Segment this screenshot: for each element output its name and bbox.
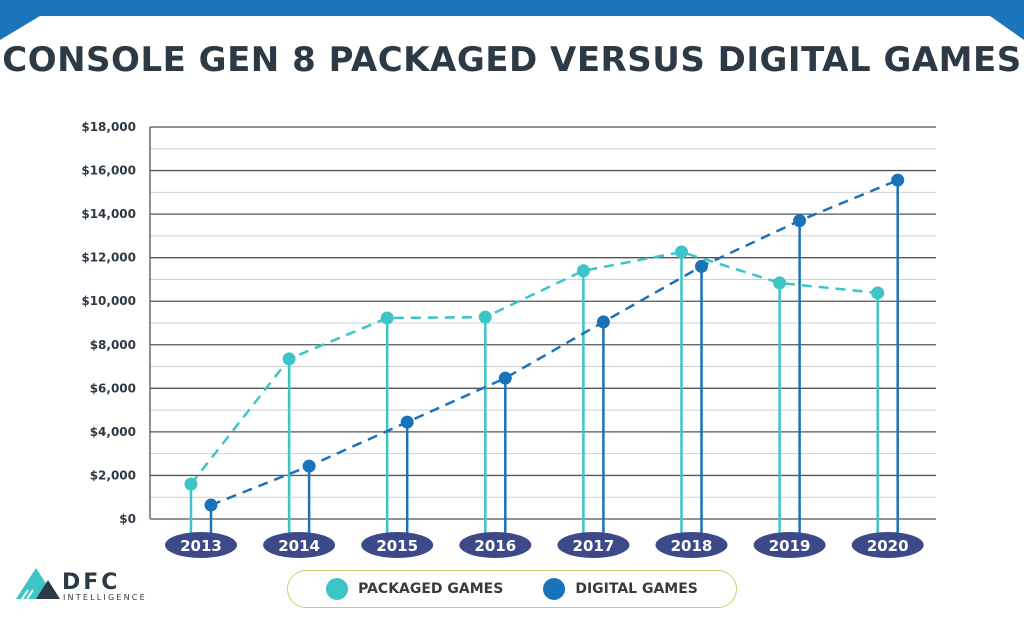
x-tick-label: 2018 xyxy=(671,537,713,555)
legend-item-digital: DIGITAL GAMES xyxy=(543,578,698,600)
svg-text:DFC: DFC xyxy=(62,570,120,595)
data-point xyxy=(891,173,905,187)
x-tick-label: 2015 xyxy=(376,537,418,555)
year-pill xyxy=(557,532,630,558)
data-point xyxy=(576,264,590,278)
chart-title: CONSOLE GEN 8 PACKAGED VERSUS DIGITAL GA… xyxy=(2,40,1022,80)
x-tick-label: 2020 xyxy=(867,537,909,555)
legend-label: DIGITAL GAMES xyxy=(575,581,698,597)
data-point xyxy=(184,477,198,491)
x-tick-label: 2013 xyxy=(180,537,222,555)
legend-item-packaged: PACKAGED GAMES xyxy=(326,578,503,600)
data-point xyxy=(282,352,296,366)
year-pill xyxy=(851,532,924,558)
legend-label: PACKAGED GAMES xyxy=(358,581,504,597)
x-tick-label: 2019 xyxy=(769,537,811,555)
data-point xyxy=(380,311,394,325)
data-point xyxy=(773,276,787,290)
data-point xyxy=(498,371,512,385)
y-tick-label: $18,000 xyxy=(81,120,136,134)
year-pill xyxy=(361,532,434,558)
data-point xyxy=(400,415,414,429)
x-tick-label: 2017 xyxy=(573,537,615,555)
packaged-swatch xyxy=(326,578,349,600)
year-pill xyxy=(459,532,532,558)
digital-swatch xyxy=(543,578,566,600)
legend: PACKAGED GAMES DIGITAL GAMES xyxy=(287,570,737,608)
data-point xyxy=(596,315,610,329)
data-point xyxy=(793,214,807,228)
data-point xyxy=(675,245,688,259)
dfc-logo: DFC INTELLIGENCE xyxy=(16,568,147,602)
svg-text:INTELLIGENCE: INTELLIGENCE xyxy=(63,593,147,602)
data-point xyxy=(478,310,492,324)
year-pill xyxy=(655,532,728,558)
x-tick-label: 2014 xyxy=(278,537,320,555)
top-banner xyxy=(0,0,1024,40)
x-tick-label: 2016 xyxy=(474,537,516,555)
series-trend-line xyxy=(190,250,878,485)
y-tick-label: $14,000 xyxy=(81,207,136,221)
year-pill xyxy=(753,532,826,558)
y-tick-label: $0 xyxy=(119,512,136,526)
y-tick-label: $4,000 xyxy=(90,425,136,439)
data-point xyxy=(695,259,708,273)
y-tick-label: $12,000 xyxy=(81,251,136,265)
data-point xyxy=(302,459,316,473)
data-point xyxy=(871,286,885,300)
year-pill xyxy=(165,532,237,558)
y-tick-label: $10,000 xyxy=(81,294,136,308)
year-pill xyxy=(263,532,336,558)
data-point xyxy=(204,498,218,512)
y-tick-label: $16,000 xyxy=(81,164,136,178)
y-tick-label: $2,000 xyxy=(90,468,136,482)
y-tick-label: $8,000 xyxy=(90,338,136,352)
y-tick-label: $6,000 xyxy=(90,381,136,395)
series-trend-line xyxy=(210,178,899,507)
